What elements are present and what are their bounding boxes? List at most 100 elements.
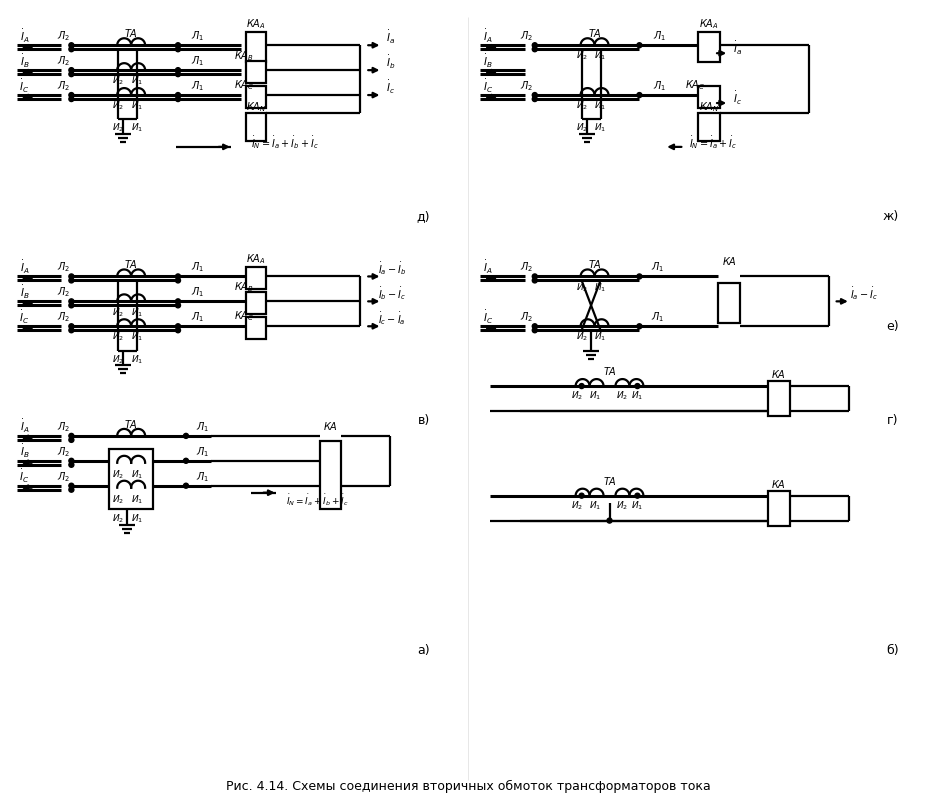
- Circle shape: [69, 434, 74, 438]
- Text: $И_1$: $И_1$: [131, 513, 143, 525]
- Text: $И_1$: $И_1$: [594, 331, 607, 343]
- Text: $\dot{I}_A$: $\dot{I}_A$: [483, 259, 492, 276]
- Circle shape: [176, 43, 181, 48]
- Circle shape: [69, 438, 74, 442]
- Text: $И_2$: $И_2$: [112, 513, 124, 525]
- Circle shape: [176, 72, 181, 77]
- Circle shape: [69, 274, 74, 279]
- Text: $И_2$: $И_2$: [576, 100, 588, 112]
- Circle shape: [176, 278, 181, 283]
- Text: $КА_C$: $КА_C$: [234, 78, 254, 92]
- Text: $\dot{I}_A$: $\dot{I}_A$: [20, 418, 29, 435]
- Text: е): е): [885, 320, 899, 333]
- Bar: [246, 293, 266, 314]
- Text: $Л_1$: $Л_1$: [652, 79, 665, 93]
- Bar: [319, 442, 342, 509]
- Circle shape: [69, 68, 74, 73]
- Text: $Л_1$: $Л_1$: [191, 29, 205, 44]
- Text: $Л_1$: $Л_1$: [651, 310, 664, 324]
- Text: $И_1$: $И_1$: [131, 75, 143, 87]
- Text: $И_1$: $И_1$: [131, 493, 143, 506]
- Text: $И_1$: $И_1$: [131, 100, 143, 112]
- Circle shape: [69, 463, 74, 467]
- Circle shape: [635, 493, 640, 498]
- Circle shape: [635, 384, 640, 388]
- Text: $Л_2$: $Л_2$: [57, 470, 70, 484]
- Text: $И_2$: $И_2$: [617, 500, 629, 512]
- Bar: [698, 86, 720, 108]
- Text: $\dot{I}_B$: $\dot{I}_B$: [20, 284, 29, 301]
- Text: $\dot{I}_N=\dot{I}_a+\dot{I}_b+\dot{I}_c$: $\dot{I}_N=\dot{I}_a+\dot{I}_b+\dot{I}_c…: [251, 135, 319, 152]
- Circle shape: [533, 47, 537, 52]
- Text: $И_1$: $И_1$: [131, 331, 143, 343]
- Circle shape: [69, 328, 74, 333]
- Text: $И_2$: $И_2$: [112, 493, 124, 506]
- Text: $И_2$: $И_2$: [112, 354, 124, 367]
- Bar: [698, 32, 720, 62]
- Text: $И_1$: $И_1$: [594, 122, 607, 135]
- Circle shape: [176, 93, 181, 98]
- Text: $КА_A$: $КА_A$: [246, 252, 266, 267]
- Circle shape: [69, 278, 74, 283]
- Text: ж): ж): [883, 210, 899, 223]
- Text: $И_2$: $И_2$: [112, 331, 124, 343]
- Text: $Л_2$: $Л_2$: [520, 310, 534, 324]
- Text: $Л_2$: $Л_2$: [57, 445, 70, 459]
- Text: $ТА$: $ТА$: [603, 475, 617, 487]
- Text: $\dot{I}_A$: $\dot{I}_A$: [20, 27, 29, 45]
- Text: $Л_1$: $Л_1$: [191, 285, 205, 299]
- Text: $\dot{I}_c$: $\dot{I}_c$: [386, 79, 395, 96]
- Circle shape: [183, 434, 188, 438]
- Text: б): б): [885, 644, 899, 657]
- Text: $И_1$: $И_1$: [594, 100, 607, 112]
- Text: $КА_A$: $КА_A$: [699, 18, 719, 31]
- Bar: [246, 86, 266, 108]
- Text: $КА_B$: $КА_B$: [234, 280, 254, 294]
- Circle shape: [176, 274, 181, 279]
- Circle shape: [69, 303, 74, 308]
- Text: $Л_1$: $Л_1$: [652, 29, 665, 44]
- Text: $КА_B$: $КА_B$: [234, 49, 254, 63]
- Text: $\dot{I}_c-\dot{I}_a$: $\dot{I}_c-\dot{I}_a$: [378, 310, 406, 326]
- Text: $\dot{I}_B$: $\dot{I}_B$: [483, 52, 492, 69]
- Text: $\dot{I}_a$: $\dot{I}_a$: [386, 29, 395, 46]
- Text: $КА$: $КА$: [771, 478, 786, 490]
- Text: $КА$: $КА$: [722, 256, 737, 268]
- Text: $И_2$: $И_2$: [112, 75, 124, 87]
- Circle shape: [176, 68, 181, 73]
- Circle shape: [69, 324, 74, 329]
- Text: $\dot{I}_b-\dot{I}_c$: $\dot{I}_b-\dot{I}_c$: [378, 285, 406, 301]
- Circle shape: [607, 518, 612, 523]
- Text: $Л_1$: $Л_1$: [651, 260, 664, 274]
- Text: д): д): [417, 210, 431, 223]
- Text: $КА_N$: $КА_N$: [699, 100, 720, 114]
- Text: $\dot{I}_C$: $\dot{I}_C$: [20, 77, 30, 94]
- Circle shape: [533, 274, 537, 279]
- Text: а): а): [417, 644, 431, 657]
- Text: $Л_1$: $Л_1$: [197, 445, 210, 459]
- Text: $КА_C$: $КА_C$: [234, 310, 254, 323]
- Text: $КА_A$: $КА_A$: [246, 18, 266, 31]
- Text: $Л_2$: $Л_2$: [520, 79, 534, 93]
- Circle shape: [533, 97, 537, 102]
- Circle shape: [533, 43, 537, 48]
- Circle shape: [533, 93, 537, 98]
- Text: $И_2$: $И_2$: [576, 122, 588, 135]
- Text: $КА_N$: $КА_N$: [245, 100, 266, 114]
- Text: $Л_2$: $Л_2$: [57, 54, 70, 68]
- Text: $Л_2$: $Л_2$: [57, 260, 70, 274]
- Text: $И_2$: $И_2$: [112, 306, 124, 318]
- Text: $И_1$: $И_1$: [631, 500, 644, 512]
- Text: $КА$: $КА$: [323, 420, 338, 432]
- Circle shape: [69, 459, 74, 463]
- Circle shape: [69, 484, 74, 488]
- Text: $И_2$: $И_2$: [112, 468, 124, 481]
- Text: $Л_1$: $Л_1$: [197, 420, 210, 434]
- Bar: [110, 449, 154, 509]
- Text: $\dot{I}_B$: $\dot{I}_B$: [20, 443, 29, 460]
- Text: $\dot{I}_C$: $\dot{I}_C$: [20, 468, 30, 485]
- Bar: [768, 491, 790, 526]
- Text: $И_1$: $И_1$: [594, 50, 607, 62]
- Text: $Л_1$: $Л_1$: [191, 310, 205, 324]
- Text: $\dot{I}_C$: $\dot{I}_C$: [20, 309, 30, 326]
